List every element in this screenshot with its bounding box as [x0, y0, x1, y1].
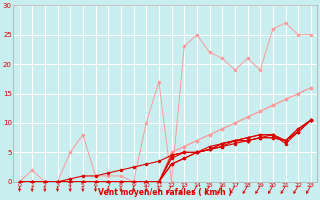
X-axis label: Vent moyen/en rafales ( km/h ): Vent moyen/en rafales ( km/h ) [98, 188, 232, 197]
